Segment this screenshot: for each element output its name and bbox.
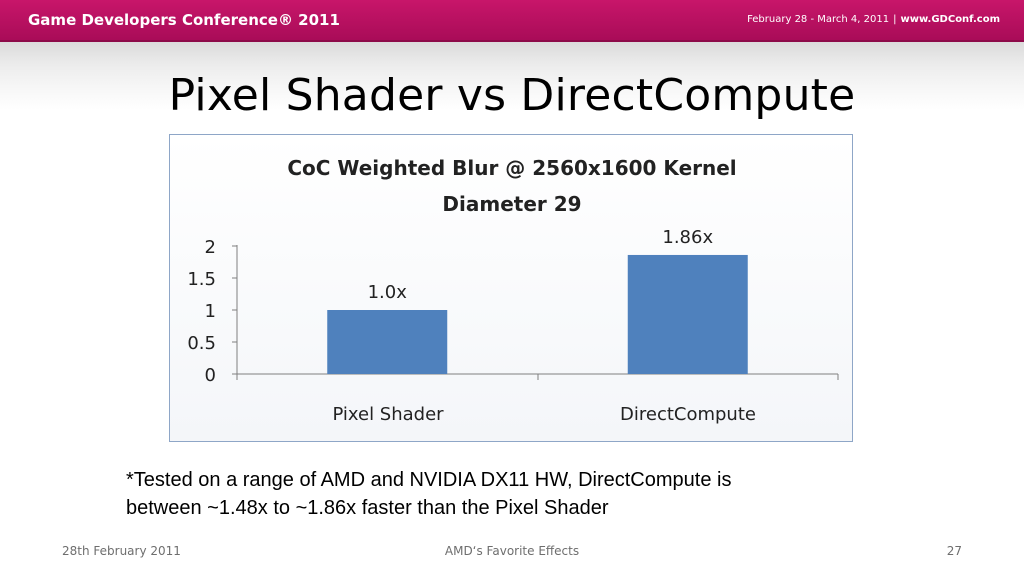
conference-dates: February 28 - March 4, 2011 [747, 14, 890, 25]
header-texture [0, 40, 1024, 110]
conference-name: Game Developers Conference® 2011 [28, 11, 340, 29]
y-tick-label: 1 [205, 301, 216, 322]
slide-title: Pixel Shader vs DirectCompute [168, 70, 856, 121]
footer-date: 28th February 2011 [62, 544, 181, 558]
chart-svg: CoC Weighted Blur @ 2560x1600 Kernel Dia… [187, 156, 839, 425]
page-number: 27 [946, 544, 962, 558]
conference-url: www.GDConf.com [900, 14, 1000, 25]
y-tick-label: 2 [205, 237, 216, 258]
y-tick-label: 1.5 [187, 269, 216, 290]
footnote-line-2: between ~1.48x to ~1.86x faster than the… [126, 497, 609, 519]
data-label-directcompute: 1.86x [662, 227, 713, 248]
x-tick-label-pixel-shader: Pixel Shader [332, 404, 444, 425]
bar-directcompute [627, 254, 748, 374]
y-tick-label: 0.5 [187, 333, 216, 354]
data-label-pixel-shader: 1.0x [368, 282, 408, 303]
y-tick-label: 0 [205, 365, 216, 386]
conference-header: Game Developers Conference® 2011 Februar… [0, 0, 1024, 42]
bar-pixel-shader [327, 310, 448, 374]
footnote: *Tested on a range of AMD and NVIDIA DX1… [126, 466, 926, 522]
chart-title-line1: CoC Weighted Blur @ 2560x1600 Kernel [287, 156, 736, 180]
footnote-line-1: *Tested on a range of AMD and NVIDIA DX1… [126, 469, 732, 491]
conference-info: February 28 - March 4, 2011 | www.GDConf.c… [747, 14, 1000, 25]
footer-title: AMD‘s Favorite Effects [444, 544, 580, 558]
bar-chart: CoC Weighted Blur @ 2560x1600 Kernel Dia… [169, 134, 853, 442]
header-separator: | [893, 14, 897, 25]
chart-title-line2: Diameter 29 [442, 192, 581, 216]
x-tick-label-directcompute: DirectCompute [620, 404, 756, 425]
